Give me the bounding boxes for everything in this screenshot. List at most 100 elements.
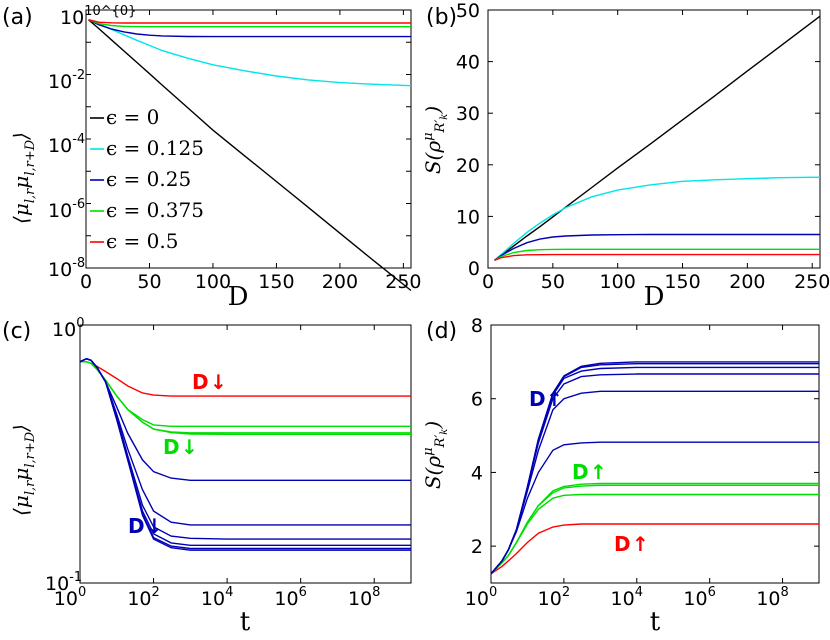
xtick-label-c: 104 [201,585,233,610]
arrow-up-icon: ↑ [546,387,563,411]
legend-label-1: ϵ = 0.125 [106,136,204,160]
series-line-c-6 [79,357,411,540]
xtick-label-a: 250 [385,271,421,293]
ytick-label-a-1e-4: 10-4 [48,132,85,157]
ytick-label-d: 6 [471,389,483,411]
legend-label-2: ϵ = 0.25 [106,167,191,191]
ylabel-b: S(ρμR′k) [421,106,450,174]
arrow-up-icon: ↑ [632,532,649,556]
xlabel-d: t [650,607,661,636]
panel-label-c: (c) [2,319,31,344]
xtick-label-b: 200 [729,271,765,293]
ytick-label-a-1e0: 1010^{0} [60,4,136,29]
legend-label-3: ϵ = 0.375 [106,198,204,222]
series-line-b-1 [494,176,821,261]
annotation-c-red-label: D [192,370,209,394]
xtick-label-d: 100 [465,585,497,610]
annotation-d-red-label: D [614,532,631,556]
annotation-d-red: D ↑ [614,532,649,556]
series-line-c-5 [79,357,411,526]
xtick-labels-b: 0 50 100 150 200 250 [482,271,830,293]
legend-a: ϵ = 0 ϵ = 0.125 ϵ = 0.25 ϵ = 0.375 ϵ = 0.5 [90,105,204,253]
panel-label-d: (d) [426,319,457,344]
axis-ticks-a [85,9,411,269]
plot-frame-c [79,324,412,584]
series-line-d-2 [490,484,819,575]
annotation-d-blue-label: D [529,387,546,411]
ytick-label-b: 40 [456,52,480,74]
ylabel-d: S(ρμR′k) [421,421,450,489]
axis-ticks-b [487,9,820,269]
annotation-c-blue-label: D [128,514,145,538]
annotation-d-blue: D ↑ [529,387,563,411]
series-line-c-1 [80,361,411,427]
arrow-down-icon: ↓ [146,514,163,538]
xtick-label-d: 104 [611,585,643,610]
legend-label-4: ϵ = 0.5 [106,229,178,253]
ytick-labels-d: 2 4 6 8 [471,315,483,558]
xtick-labels-c: 100 102 104 106 108 [54,585,381,610]
series-lines-a [88,19,412,292]
plot-frame-d [490,324,820,584]
axis-ticks-c [79,324,411,584]
arrow-down-icon: ↓ [210,370,227,394]
xtick-label-d: 106 [683,585,715,610]
series-line-c-0 [80,361,411,397]
ytick-label-b: 20 [456,155,480,177]
panel-label-a: (a) [2,5,33,30]
legend-label-0: ϵ = 0 [106,105,159,129]
series-line-d-1 [490,493,819,575]
xlabel-c: t [240,607,251,636]
arrow-up-icon: ↑ [590,460,607,484]
plot-frame-b [487,9,821,269]
ytick-label-d: 4 [471,462,483,484]
ytick-label-d: 8 [471,315,483,337]
panel-label-b: (b) [426,5,457,30]
xtick-label-d: 108 [756,585,788,610]
xtick-label-a: 200 [322,271,358,293]
series-line-c-2 [80,361,411,434]
xtick-label-a: 50 [137,271,161,293]
annotation-d-green-label: D [572,460,589,484]
series-line-a-2 [88,19,411,38]
series-line-c-3 [80,361,411,435]
arrow-down-icon: ↓ [181,435,198,459]
series-line-b-4 [494,253,820,261]
xtick-label-c: 106 [274,585,306,610]
ylabel-c: ⟨μl,rμl,r+D⟩ [9,424,38,516]
series-lines-b [494,15,821,261]
series-line-b-2 [494,233,820,261]
xtick-label-b: 50 [541,271,565,293]
ytick-label-b: 50 [456,0,480,22]
panel-b: 0 10 20 30 40 50 0 50 100 150 200 250 D S(ρμR′k) [421,0,830,312]
series-line-a-4 [88,19,411,24]
series-line-d-5 [490,390,819,575]
xtick-labels-d: 100 102 104 106 108 [465,585,789,610]
annotation-c-red: D ↓ [192,370,227,394]
xtick-label-a: 150 [258,271,294,293]
series-line-a-0 [88,19,412,292]
xtick-label-c: 102 [127,585,159,610]
xtick-label-b: 150 [664,271,700,293]
xtick-label-b: 100 [600,271,636,293]
xtick-label-b: 250 [794,271,830,293]
ylabel-a: ⟨μl,rμl,r+D⟩ [9,132,38,224]
ytick-label-b: 30 [456,103,480,125]
series-line-d-0 [490,523,819,575]
annotation-c-green-label: D [163,435,180,459]
xlabel-b: D [644,282,665,312]
xtick-labels-a: 0 50 100 150 200 250 [80,271,422,293]
ytick-label-b: 0 [468,258,480,280]
series-lines-c [79,357,411,551]
series-line-d-3 [490,482,819,575]
series-line-b-3 [494,248,820,261]
ytick-label-a-1e-2: 10-2 [48,68,85,93]
ytick-label-d: 2 [471,536,483,558]
series-line-a-1 [88,19,412,87]
panel-a: 1010^{0} 10-2 10-4 10-6 10-8 0 50 100 150 20… [9,4,422,312]
annotation-d-green: D ↑ [572,460,607,484]
annotation-c-blue: D ↓ [128,514,163,538]
